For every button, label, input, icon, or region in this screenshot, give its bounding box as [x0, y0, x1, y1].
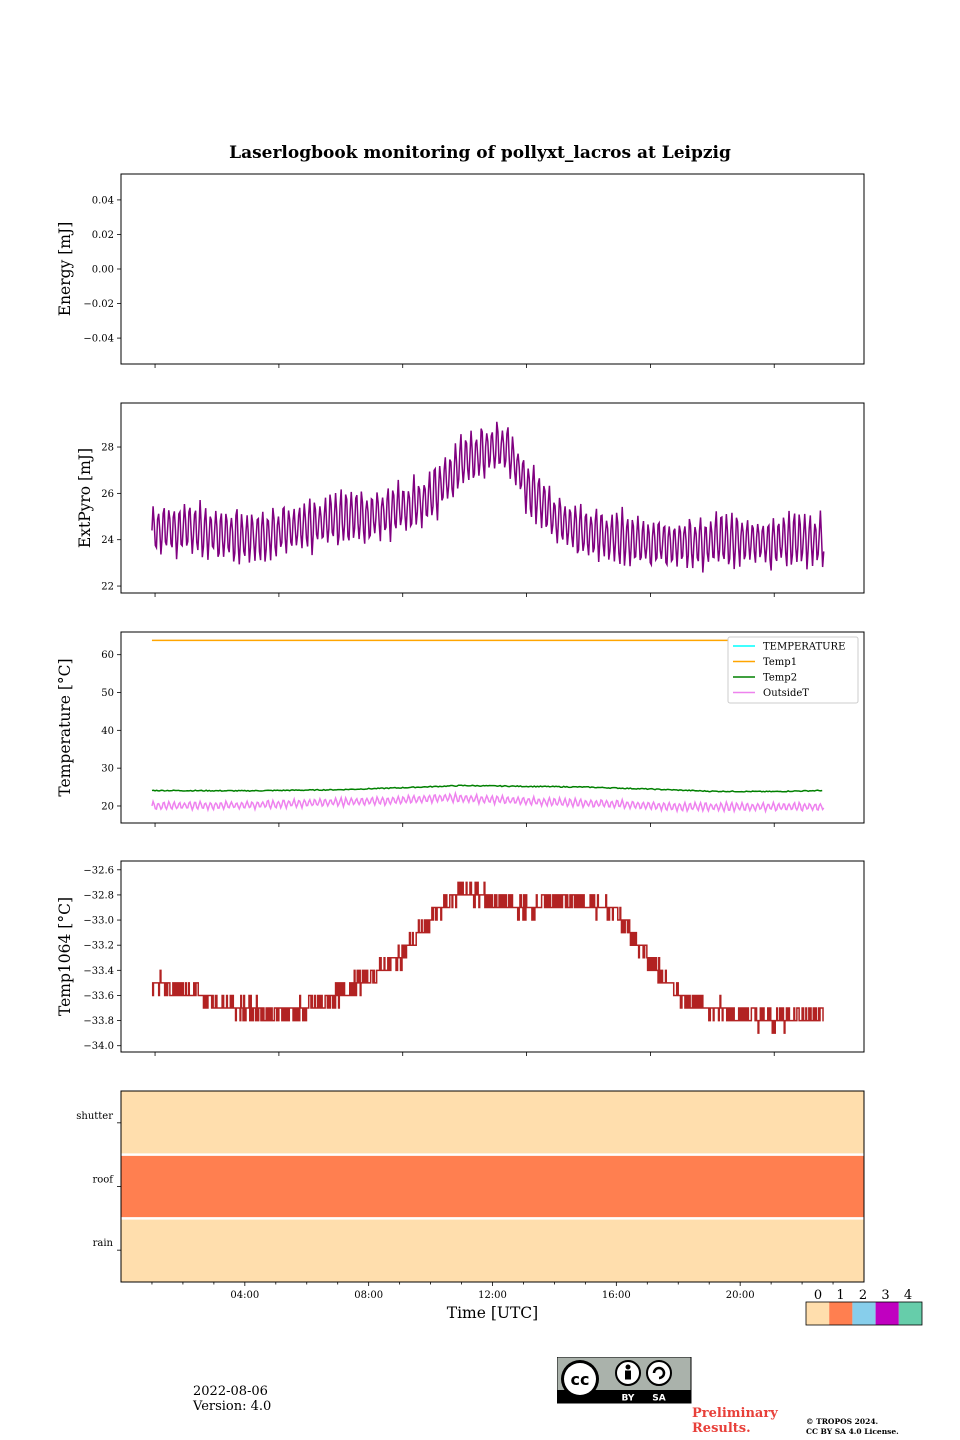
y-tick-label: −32.8 — [83, 890, 114, 901]
colorbar-cell — [806, 1302, 830, 1325]
y-axis-label: ExtPyro [mJ] — [76, 448, 94, 548]
preliminary-line-1: Preliminary — [692, 1406, 778, 1421]
copyright-line-2: CC BY SA 4.0 License. — [806, 1427, 899, 1436]
copyright-line-1: © TROPOS 2024. — [806, 1417, 879, 1426]
legend-entry: Temp2 — [763, 673, 797, 684]
y-axis-label: Temperature [°C] — [56, 658, 74, 796]
panel-temperature: 20 30 40 50 60 Temperature [°C] TEMPERATURE Tem… — [56, 631, 865, 827]
row-label: shutter — [76, 1111, 113, 1122]
legend-box — [727, 636, 859, 704]
preliminary-line-2: Results. — [692, 1421, 751, 1436]
axes-frame — [120, 402, 865, 594]
colorbar-cell — [829, 1302, 853, 1325]
colorbar-label: 4 — [904, 1288, 912, 1303]
y-tick-label: 24 — [101, 535, 114, 546]
series-line-temp2 — [151, 784, 823, 793]
y-tick-label: 26 — [101, 489, 114, 500]
y-axis-label: Energy [mJ] — [56, 222, 74, 317]
x-tick-label: 04:00 — [230, 1290, 259, 1301]
badge-sa-label: SA — [652, 1394, 665, 1404]
date-label: 2022-08-06 — [193, 1384, 268, 1399]
y-tick-label: −33.6 — [83, 991, 114, 1002]
plot-area — [151, 421, 825, 573]
plot-area — [151, 639, 825, 814]
colorbar-cell — [875, 1302, 899, 1325]
y-tick-label: 22 — [101, 582, 114, 593]
status-row-rain — [121, 1218, 864, 1282]
y-tick-label: 30 — [101, 764, 114, 775]
y-tick-label: 40 — [101, 726, 114, 737]
svg-text:cc: cc — [571, 1370, 590, 1389]
copyright-note: © TROPOS 2024. CC BY SA 4.0 License. — [806, 1417, 899, 1437]
status-row-shutter — [121, 1091, 864, 1155]
legend-entry: TEMPERATURE — [763, 642, 845, 653]
y-axis-label: Temp1064 [°C] — [56, 897, 74, 1016]
colorbar-label: 3 — [881, 1288, 889, 1303]
colorbar-frame — [805, 1301, 923, 1326]
figure-title: Laserlogbook monitoring of pollyxt_lacro… — [229, 143, 731, 163]
colorbar-label: 0 — [814, 1288, 822, 1303]
plot-area — [151, 881, 824, 1034]
y-tick-label: −0.04 — [83, 334, 114, 345]
x-tick-label: 16:00 — [602, 1290, 631, 1301]
row-label: roof — [92, 1175, 114, 1186]
colorbar-label: 1 — [836, 1288, 844, 1303]
badge-by-label: BY — [622, 1394, 635, 1404]
y-tick-label: −33.2 — [83, 941, 114, 952]
y-tick-label: 50 — [101, 688, 114, 699]
x-tick-label: 20:00 — [726, 1290, 755, 1301]
y-tick-label: −33.0 — [83, 916, 114, 927]
panel-extpyro: 22 24 26 28 ExtPyro [mJ] — [76, 402, 865, 597]
series-line-temp1064 — [151, 881, 824, 1034]
y-tick-label: 28 — [101, 443, 114, 454]
y-tick-label: −34.0 — [83, 1041, 114, 1052]
y-tick-label: 20 — [101, 801, 114, 812]
y-tick-label: −33.8 — [83, 1016, 114, 1027]
panel-status: shutter roof rain 04:00 08:00 12:00 16:00 20:00… — [76, 1090, 923, 1326]
x-axis-label: Time [UTC] — [447, 1304, 538, 1322]
y-tick-label: 0.04 — [92, 195, 114, 206]
y-tick-label: 60 — [101, 650, 114, 661]
axes-frame — [120, 631, 865, 824]
legend-entry: Temp1 — [763, 657, 797, 668]
version-label: Version: 4.0 — [193, 1399, 272, 1414]
colorbar-cell — [852, 1302, 876, 1325]
panel-temp1064: −32.6 −32.8 −33.0 −33.2 −33.4 −33.6 −33.8 −34.0… — [56, 860, 865, 1056]
y-tick-label: −32.6 — [83, 865, 114, 876]
cc-by-sa-icon: cc BY SA — [557, 1357, 692, 1404]
axes-frame — [120, 860, 865, 1053]
series-line-extpyro — [151, 421, 825, 573]
x-tick-label: 12:00 — [478, 1290, 507, 1301]
colorbar-cell — [898, 1302, 922, 1325]
series-line-outsidet — [151, 790, 825, 814]
legend-entry: OutsideT — [763, 688, 809, 699]
axes-frame — [120, 173, 865, 365]
y-tick-label: −33.4 — [83, 966, 114, 977]
y-tick-label: −0.02 — [83, 299, 114, 310]
x-tick-label: 08:00 — [354, 1290, 383, 1301]
status-row-roof — [121, 1154, 864, 1219]
colorbar-label: 2 — [859, 1288, 867, 1303]
y-tick-label: 0.00 — [92, 265, 114, 276]
preliminary-note: Preliminary Results. — [692, 1406, 778, 1436]
row-label: rain — [93, 1238, 114, 1249]
y-tick-label: 0.02 — [92, 230, 114, 241]
panel-energy: 0.04 0.02 0.00 −0.02 −0.04 Energy [mJ] — [56, 173, 865, 368]
